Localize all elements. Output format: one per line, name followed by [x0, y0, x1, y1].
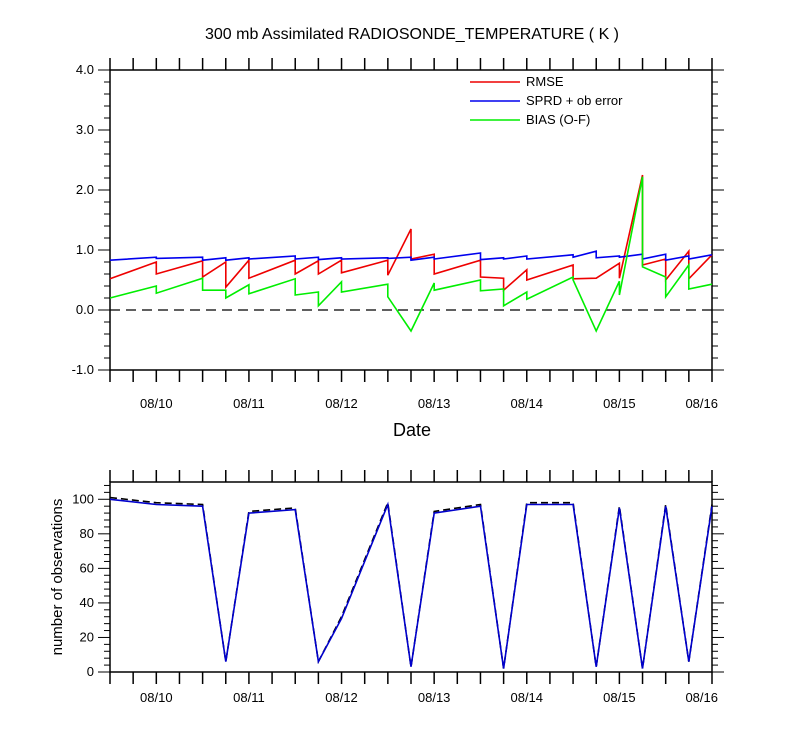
top-xtick-label: 08/16 — [685, 396, 718, 411]
bottom-ytick-label: 80 — [80, 526, 94, 541]
bottom-series-lines — [109, 496, 713, 669]
series-line-bias-o-f — [109, 176, 713, 333]
bottom-xtick-label: 08/12 — [325, 690, 358, 705]
top-xtick-label: 08/15 — [603, 396, 636, 411]
series-line-rmse — [109, 174, 713, 292]
top-ytick-label: 3.0 — [76, 122, 94, 137]
rmse-spread-bias-panel: -1.0 0.0 1.0 2.0 3.0 4.0 08/10 08/11 08/12 08/13 0… — [72, 58, 724, 440]
x-axis-title: Date — [393, 420, 431, 440]
bottom-ytick-label: 60 — [80, 560, 94, 575]
bottom-ytick-label: 20 — [80, 629, 94, 644]
bottom-xtick-label: 08/11 — [233, 690, 265, 705]
top-xtick-label: 08/10 — [140, 396, 173, 411]
bottom-xtick-label: 08/10 — [140, 690, 173, 705]
top-ytick-label: 2.0 — [76, 182, 94, 197]
legend: RMSE SPRD + ob error BIAS (O-F) — [470, 74, 623, 127]
legend-bias-label: BIAS (O-F) — [526, 112, 590, 127]
top-plot-frame — [109, 69, 713, 371]
bottom-xtick-label: 08/13 — [418, 690, 451, 705]
series-line-sprd-ob-error — [109, 250, 713, 262]
bottom-ytick-label: 100 — [72, 491, 94, 506]
bottom-ytick-label: 40 — [80, 595, 94, 610]
y-axis-title-observations: number of observations — [49, 499, 66, 656]
bottom-xtick-label: 08/14 — [510, 690, 543, 705]
top-xtick-label: 08/13 — [418, 396, 451, 411]
bottom-ytick-label: 0 — [87, 664, 94, 679]
bottom-ticks: 0 20 40 60 80 100 08/10 08/11 08/12 08/13 08/14 08/… — [72, 470, 724, 705]
top-series-lines — [109, 174, 713, 333]
series-line-observations-assimilated — [109, 498, 713, 669]
top-xtick-label: 08/12 — [325, 396, 358, 411]
top-ytick-label: 4.0 — [76, 62, 94, 77]
bottom-xtick-label: 08/15 — [603, 690, 636, 705]
top-ticks: -1.0 0.0 1.0 2.0 3.0 4.0 08/10 08/11 08/12 08/13 0… — [72, 58, 724, 411]
bottom-plot-frame — [109, 481, 713, 673]
bottom-xtick-label: 08/16 — [685, 690, 718, 705]
observation-count-panel: 0 20 40 60 80 100 08/10 08/11 08/12 08/13 08/14 08/… — [49, 470, 724, 705]
top-xtick-label: 08/14 — [510, 396, 543, 411]
legend-rmse-label: RMSE — [526, 74, 564, 89]
top-ytick-label: 0.0 — [76, 302, 94, 317]
legend-sprd-label: SPRD + ob error — [526, 93, 623, 108]
chart-title: 300 mb Assimilated RADIOSONDE_TEMPERATUR… — [205, 26, 619, 43]
top-ytick-label: 1.0 — [76, 242, 94, 257]
top-ytick-label: -1.0 — [72, 362, 94, 377]
top-xtick-label: 08/11 — [233, 396, 265, 411]
